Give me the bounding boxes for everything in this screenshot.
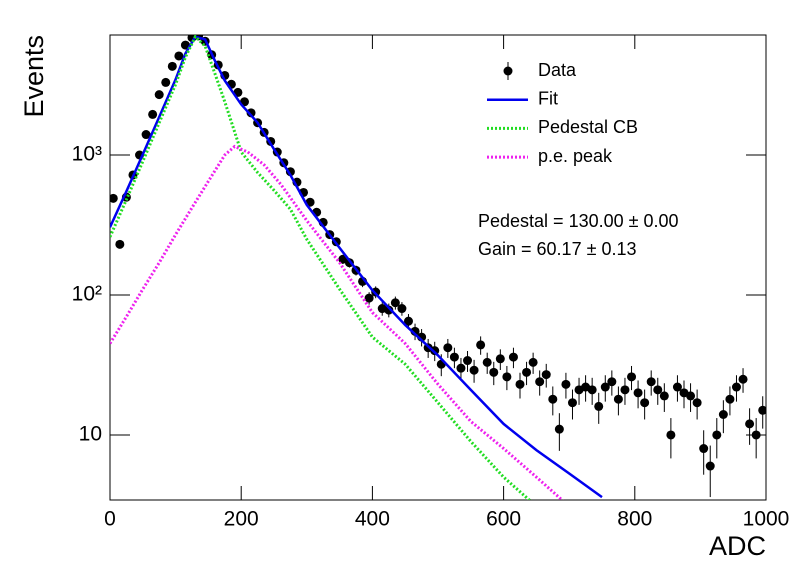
data-point [443,343,453,353]
data-point [567,398,577,408]
data-point [456,363,466,373]
data-point [686,391,696,401]
data-point [731,382,741,392]
data-point [174,51,184,61]
y-tick-label: 10² [72,283,102,306]
curve [110,35,531,500]
data-point [515,379,525,389]
x-tick-label: 400 [355,508,390,531]
data-point [712,430,722,440]
data-point [502,372,512,382]
x-tick-label: 1000 [743,508,790,531]
data-point [758,405,766,415]
x-tick-label: 0 [104,508,116,531]
data-point [110,193,118,203]
data-point [751,430,761,440]
data-point [469,365,479,375]
data-point [508,352,518,362]
data-point [672,382,682,392]
data-point [627,372,637,382]
data-point [640,398,650,408]
x-tick-label: 800 [617,508,652,531]
data-point [613,394,623,404]
legend-label: p.e. peak [538,146,613,166]
data-point [148,109,158,119]
data-point [653,385,663,395]
data-point [745,419,755,429]
legend-label: Fit [538,88,558,108]
data-point [449,352,459,362]
data-point [167,61,177,71]
data-point [600,382,610,392]
data-point [705,461,715,471]
data-point [587,385,597,395]
data-point [364,293,374,303]
data-point [738,374,748,384]
data-point [718,409,728,419]
y-tick-label: 10 [79,423,102,446]
legend-label: Data [538,60,577,80]
curve [110,35,603,499]
data-point [659,391,669,401]
data-point [482,357,492,367]
data-point [403,316,413,326]
data-point [541,370,551,380]
plot-area [110,35,766,500]
data-point [561,379,571,389]
data-point [522,367,532,377]
y-axis-label: Events [19,35,49,118]
data-point [115,239,125,249]
data-point [692,398,702,408]
data-point [397,304,407,314]
data-point [666,430,676,440]
annotation: Gain = 60.17 ± 0.13 [478,239,637,259]
x-tick-label: 600 [486,508,521,531]
data-point [390,298,400,308]
plot-frame [109,34,767,501]
curve [110,144,564,500]
data-point [246,108,256,118]
data-point [607,377,617,387]
data-point [699,444,709,454]
data-point [646,377,656,387]
y-tick-label: 10³ [72,143,102,166]
legend-label: Pedestal CB [538,117,638,137]
data-point [725,394,735,404]
data-point [594,401,604,411]
data-point [620,385,630,395]
x-tick-label: 200 [224,508,259,531]
data-point [476,340,486,350]
data-point [495,354,505,364]
data-point [535,377,545,387]
legend-marker [503,66,513,76]
x-axis-label: ADC [709,531,766,561]
data-point [633,388,643,398]
data-point [489,367,499,377]
data-point [548,394,558,404]
data-point [154,90,164,100]
data-point [141,130,151,140]
annotation: Pedestal = 130.00 ± 0.00 [478,211,679,231]
data-point [554,424,564,434]
data-point [161,77,171,87]
data-point [384,305,394,315]
data-point [463,356,473,366]
data-point [528,357,538,367]
